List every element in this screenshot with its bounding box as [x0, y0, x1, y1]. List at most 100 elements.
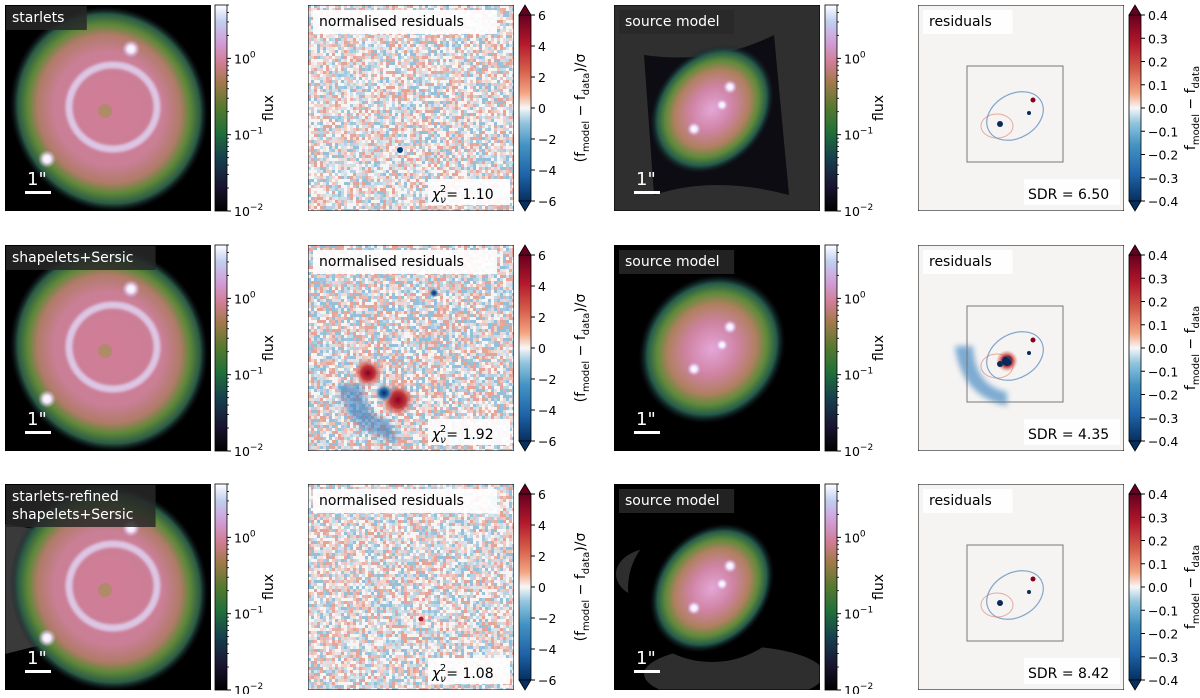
colorbar-tick-label: −0.2 — [1148, 388, 1178, 403]
panel-label-text: starlets-refined — [12, 489, 119, 505]
colorbar-tick-label: −2 — [538, 132, 556, 147]
colorbar-tick-label: −6 — [538, 434, 556, 449]
colorbar-tick-label: 100 — [844, 529, 866, 545]
colorbar-gradient — [215, 245, 227, 451]
source-clump — [687, 362, 701, 376]
residual-feature — [997, 600, 1003, 606]
colorbar-extend-min — [1129, 680, 1141, 690]
colorbar-extend-max — [519, 245, 531, 255]
colorbar-gradient — [825, 245, 837, 451]
colorbar-gradient — [1129, 255, 1141, 441]
colorbar-tick-label: 0 — [538, 101, 546, 116]
source-clump — [687, 122, 701, 136]
colorbar-tick-label: −0.1 — [1148, 124, 1178, 139]
colorbar-tick-label: 10−2 — [844, 682, 873, 694]
colorbar-tick-label: 100 — [234, 50, 256, 66]
colorbar-tick-label: 2 — [538, 549, 546, 564]
colorbar-tick-label: −0.4 — [1148, 194, 1178, 209]
source-clump — [716, 578, 728, 590]
colorbar-axis-label: flux — [871, 574, 887, 600]
scale-bar — [634, 431, 660, 434]
residual-blob-blue — [1002, 356, 1012, 366]
colorbar-axis-label: fmodel − fdata — [1183, 66, 1200, 150]
residual-blob-blue — [429, 288, 439, 298]
scale-bar — [25, 191, 51, 194]
colorbar-tick-label: −0.1 — [1148, 364, 1178, 379]
colorbar-tick-label: 10−2 — [844, 203, 873, 219]
residual-feature — [1027, 590, 1031, 594]
colorbar-extend-min — [1129, 441, 1141, 451]
source-clump — [723, 80, 737, 94]
colorbar-tick-label: −4 — [538, 642, 556, 657]
residual-feature — [1031, 338, 1036, 343]
scale-bar — [634, 670, 660, 673]
colorbar-tick-label: 2 — [538, 70, 546, 85]
panel-label-text: normalised residuals — [319, 493, 464, 509]
normalised-residuals-panel: normalised residuals χν2= 1.08 — [308, 484, 515, 691]
colorbar-tick-label: 10−1 — [844, 367, 873, 383]
colorbar-tick-label: 4 — [538, 39, 546, 54]
panel-label-text: residuals — [929, 493, 992, 509]
colorbar-tick-label: −2 — [538, 372, 556, 387]
lensed-image — [122, 280, 140, 298]
colorbar-extend-max — [1129, 484, 1141, 494]
lens-center — [98, 583, 112, 597]
colorbar-tick-label: 0 — [538, 580, 546, 595]
panel-label-text: normalised residuals — [319, 14, 464, 30]
colorbar-tick-label: 6 — [538, 248, 546, 263]
lensed-image — [38, 150, 56, 168]
sdr-value: SDR = 6.50 — [1028, 187, 1109, 203]
colorbar-extend-min — [1129, 201, 1141, 211]
colorbar-tick-label: 0.0 — [1148, 101, 1168, 116]
colorbar-gradient — [519, 15, 531, 201]
colorbar-tick-label: −0.3 — [1148, 411, 1178, 426]
panel-label-text: shapelets+Sersic — [12, 250, 133, 266]
colorbar-tick-label: 100 — [844, 50, 866, 66]
colorbar-gradient — [215, 484, 227, 690]
colorbar-tick-label: 2 — [538, 310, 546, 325]
colorbar-tick-label: 100 — [234, 529, 256, 545]
colorbar-flux: 10−2 10−1 100 flux — [825, 484, 887, 694]
colorbar-axis-label: fmodel − fdata — [1183, 306, 1200, 390]
scale-bar — [634, 191, 660, 194]
colorbar-gradient — [519, 255, 531, 441]
colorbar-tick-label: 10−1 — [844, 127, 873, 143]
colorbar-tick-label: 0.4 — [1148, 248, 1168, 263]
colorbar-tick-label: 6 — [538, 8, 546, 23]
scale-bar-label: 1" — [27, 409, 47, 430]
colorbar-tick-label: −2 — [538, 611, 556, 626]
colorbar-tick-label: −6 — [538, 194, 556, 209]
colorbar-axis-label: flux — [261, 574, 277, 600]
colorbar-gradient — [519, 494, 531, 680]
panel-label-text: source model — [625, 254, 720, 270]
lensed-image — [122, 40, 140, 58]
residual-feature — [1031, 98, 1036, 103]
chi-squared-value: χν2= 1.08 — [431, 663, 494, 685]
residual-feature — [997, 121, 1003, 127]
colorbar-tick-label: 10−1 — [234, 367, 263, 383]
colorbar-extend-max — [519, 484, 531, 494]
colorbar-tick-label: 0.1 — [1148, 557, 1168, 572]
colorbar-tick-label: −0.4 — [1148, 434, 1178, 449]
panel-label-text: residuals — [929, 254, 992, 270]
scale-bar-label: 1" — [27, 169, 47, 190]
colorbar-tick-label: 0.2 — [1148, 534, 1168, 549]
colorbar-tick-label: 4 — [538, 518, 546, 533]
residual-feature — [1031, 577, 1036, 582]
colorbar-gradient — [215, 5, 227, 211]
chi-squared-value: χν2= 1.92 — [431, 424, 494, 446]
lens-center — [98, 104, 112, 118]
colorbar-tick-label: 10−1 — [844, 606, 873, 622]
residual-blob-blue — [375, 384, 393, 402]
